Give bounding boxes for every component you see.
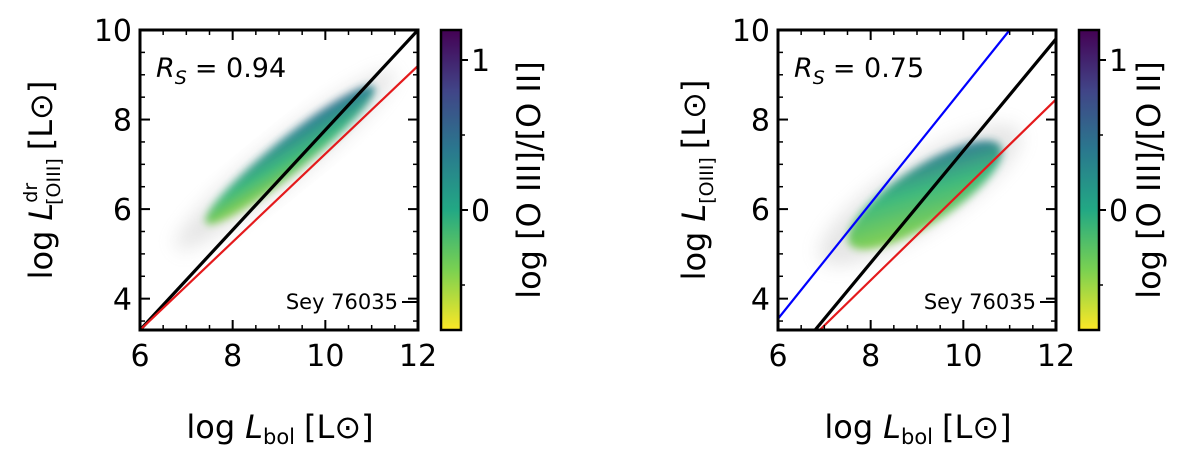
left-y-axis-label: logLdr[OIII][L⊙] bbox=[20, 81, 65, 280]
left-fit-line-1 bbox=[140, 65, 418, 330]
left-cb-tick-label-1: 1 bbox=[471, 44, 490, 79]
right-x-tick-label-0: 6 bbox=[768, 339, 787, 374]
left-x-tick-label-1: 8 bbox=[223, 339, 242, 374]
left-x-tick-label-3: 12 bbox=[399, 339, 437, 374]
right-colorbar-label: log [O III]/[O II] bbox=[1130, 61, 1168, 299]
right-colorbar bbox=[1077, 28, 1101, 332]
left-annotation: RS = 0.94 bbox=[156, 53, 286, 89]
left-y-tick-label-3: 10 bbox=[94, 14, 132, 49]
right-y-tick-label-1: 6 bbox=[751, 193, 770, 228]
right-fit-line-0 bbox=[778, 30, 1011, 320]
right-cb-tick-label-1: 1 bbox=[1109, 44, 1128, 79]
left-x-tick-label-0: 6 bbox=[130, 339, 149, 374]
right-cb-tick-label-0: 0 bbox=[1109, 194, 1128, 229]
right-fit-line-2 bbox=[818, 98, 1056, 330]
right-y-tick-label-3: 10 bbox=[732, 14, 770, 49]
left-fit-line-0 bbox=[140, 30, 418, 330]
right-sample-label: Sey 76035 bbox=[924, 290, 1036, 314]
left-y-tick-label-0: 4 bbox=[113, 283, 132, 318]
left-plot-area bbox=[140, 30, 418, 330]
right-x-tick-label-2: 10 bbox=[944, 339, 982, 374]
left-colorbar bbox=[439, 28, 463, 332]
left-y-tick-label-2: 8 bbox=[113, 104, 132, 139]
left-cb-tick-label-0: 0 bbox=[471, 194, 490, 229]
right-x-tick-label-1: 8 bbox=[861, 339, 880, 374]
right-y-axis-label: logL[OIII][L⊙] bbox=[675, 80, 718, 281]
right-annotation: RS = 0.75 bbox=[794, 53, 924, 89]
left-colorbar-label: log [O III]/[O II] bbox=[510, 61, 548, 299]
right-y-tick-label-0: 4 bbox=[751, 283, 770, 318]
right-plot-area bbox=[778, 30, 1056, 330]
left-x-tick-label-2: 10 bbox=[306, 339, 344, 374]
left-sample-label: Sey 76035 bbox=[286, 290, 398, 314]
left-x-axis-label: log Lbol [L⊙] bbox=[186, 408, 373, 449]
left-y-tick-label-1: 6 bbox=[113, 193, 132, 228]
right-x-tick-label-3: 12 bbox=[1037, 339, 1075, 374]
right-y-tick-label-2: 8 bbox=[751, 104, 770, 139]
right-fit-line-1 bbox=[813, 37, 1056, 330]
right-x-axis-label: log Lbol [L⊙] bbox=[824, 408, 1011, 449]
